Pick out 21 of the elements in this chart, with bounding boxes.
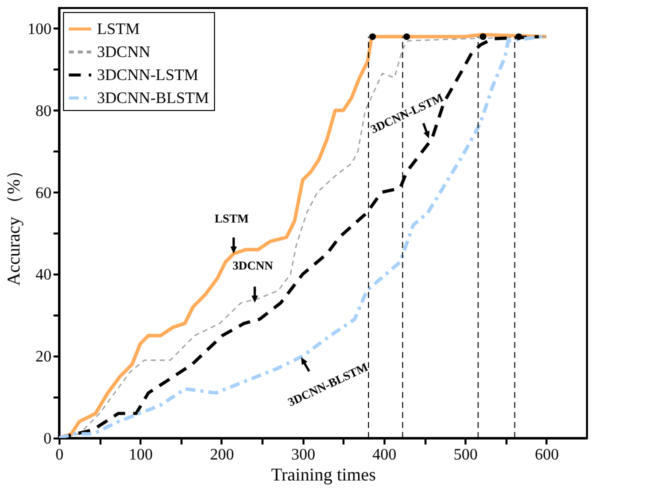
y-tick-label: 20 [36, 348, 52, 366]
x-tick-label: 0 [56, 446, 64, 464]
annotation: LSTM [214, 212, 249, 226]
y-tick-label: 80 [36, 102, 52, 120]
x-tick-label: 100 [128, 446, 153, 464]
y-tick-label: 60 [36, 184, 52, 202]
y-tick-label: 100 [28, 20, 52, 38]
legend-label: 3DCNN-LSTM [97, 67, 198, 84]
x-tick-label: 500 [454, 446, 478, 464]
y-axis-title: Accuracy （%） [4, 161, 24, 286]
y-tick-label: 40 [36, 266, 52, 284]
x-tick-label: 600 [534, 446, 559, 464]
x-tick-label: 400 [372, 446, 396, 464]
legend-label: LSTM [97, 21, 140, 38]
x-tick-label: 300 [291, 446, 316, 464]
legend-label: 3DCNN [97, 44, 151, 61]
annotation: 3DCNN [232, 258, 274, 273]
x-axis-title: Training times [271, 464, 376, 484]
legend-label: 3DCNN-BLSTM [97, 90, 210, 107]
y-tick-label: 0 [44, 430, 52, 448]
x-tick-label: 200 [210, 446, 234, 464]
